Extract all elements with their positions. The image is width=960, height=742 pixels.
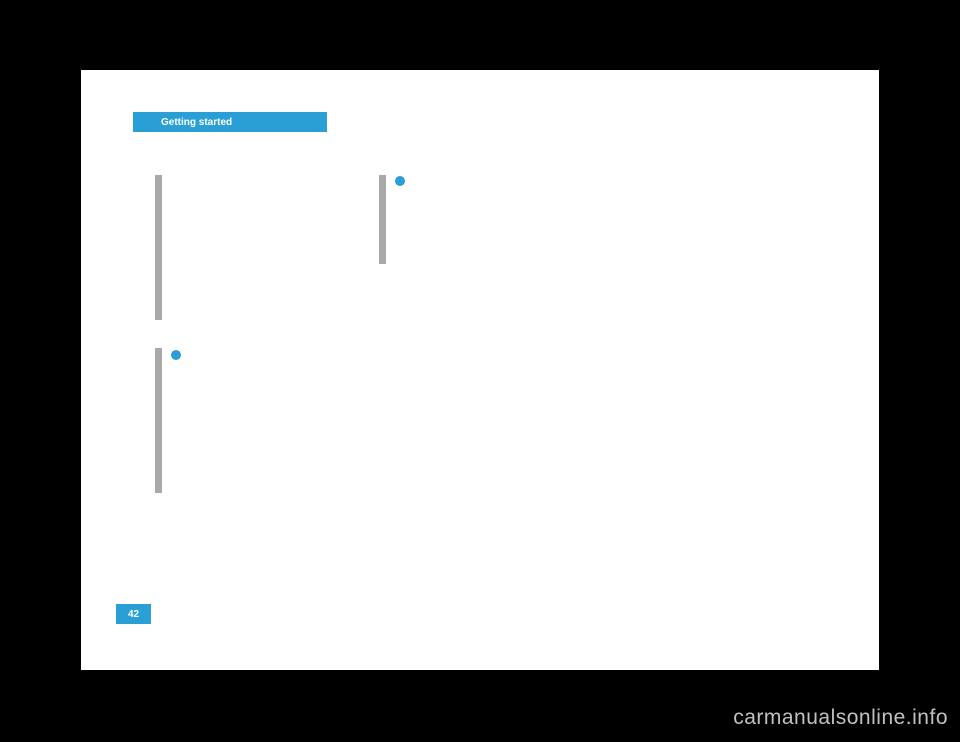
manual-page: Getting started 42 (81, 70, 879, 670)
watermark-text: carmanualsonline.info (733, 706, 948, 730)
info-sidebar (155, 348, 162, 493)
info-sidebar (379, 175, 386, 264)
note-sidebar (155, 175, 162, 320)
page-number-badge: 42 (116, 604, 151, 624)
section-header-tab: Getting started (133, 112, 327, 132)
info-icon (395, 176, 405, 186)
section-title: Getting started (161, 117, 232, 128)
page-number-text: 42 (128, 609, 139, 620)
info-icon (171, 350, 181, 360)
